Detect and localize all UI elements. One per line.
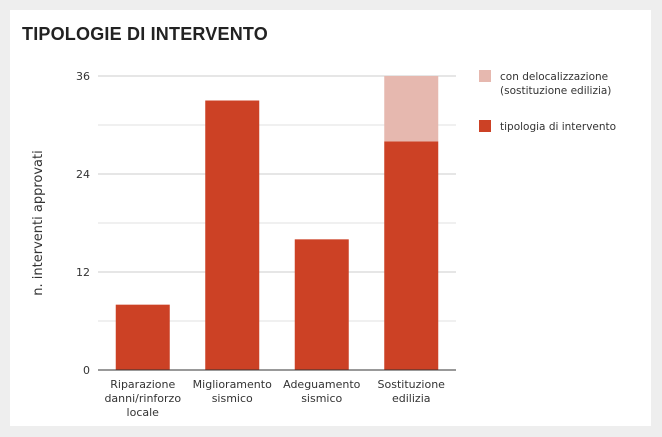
y-tick-label: 24 (76, 168, 90, 181)
x-category-label: Sostituzione (378, 378, 446, 391)
bar-tipologia (294, 239, 349, 370)
legend-label: (sostituzione edilizia) (500, 85, 611, 97)
legend-swatch (479, 70, 491, 82)
legend-label: con delocalizzazione (500, 71, 608, 83)
x-category-label: Miglioramento (193, 378, 272, 391)
x-category-label: sismico (212, 392, 253, 405)
y-tick-label: 0 (83, 364, 90, 377)
x-category-label: danni/rinforzo (104, 392, 181, 405)
y-tick-label: 36 (76, 70, 90, 83)
x-category-label: edilizia (392, 392, 431, 405)
chart-title: TIPOLOGIE DI INTERVENTO (22, 24, 268, 44)
y-axis-label: n. interventi approvati (31, 150, 46, 295)
bar-tipologia (115, 304, 170, 370)
bar-tipologia (205, 100, 260, 370)
bar-tipologia (384, 141, 439, 370)
x-category-label: locale (127, 406, 160, 419)
y-tick-label: 12 (76, 266, 90, 279)
legend-swatch (479, 120, 491, 132)
legend-label: tipologia di intervento (500, 121, 616, 133)
x-category-label: Adeguamento (283, 378, 361, 391)
bar-delocalizzazione (384, 76, 439, 142)
x-category-label: Riparazione (110, 378, 175, 391)
x-category-label: sismico (301, 392, 342, 405)
